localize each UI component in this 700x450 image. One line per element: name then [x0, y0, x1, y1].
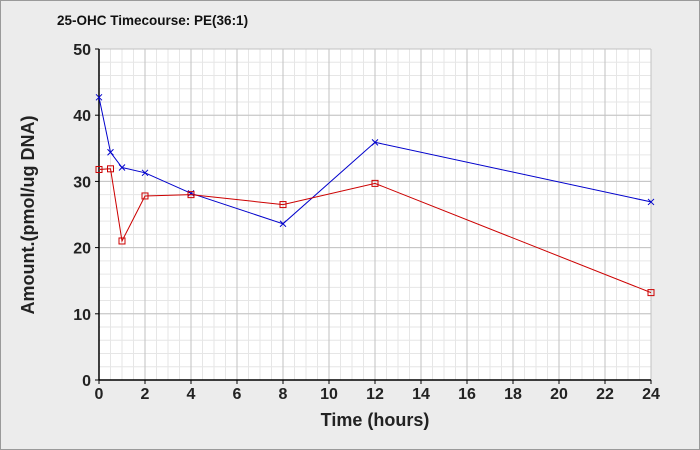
- x-tick-label: 0: [95, 386, 104, 403]
- x-tick-label: 12: [366, 386, 384, 403]
- x-tick-label: 24: [642, 386, 660, 403]
- marker-stroke: [107, 148, 114, 156]
- y-tick-label: 50: [73, 42, 91, 59]
- x-tick-label: 14: [412, 386, 430, 403]
- data-point: [279, 220, 287, 228]
- data-point: [187, 191, 195, 199]
- x-tick-label: 22: [596, 386, 614, 403]
- y-tick-labels: 0 10 20 30 40 50: [73, 42, 99, 390]
- x-tick-label: 18: [504, 386, 522, 403]
- x-axis-label: Time (hours): [321, 410, 430, 430]
- y-tick-label: 10: [73, 307, 91, 324]
- data-point: [141, 192, 149, 200]
- y-tick-label: 30: [73, 174, 91, 191]
- data-point: [118, 164, 126, 171]
- x-tick-label: 8: [279, 386, 288, 403]
- series-2: [95, 165, 655, 297]
- series-line: [98, 168, 652, 294]
- data-point: [371, 138, 379, 146]
- data-point: [279, 201, 287, 209]
- x-tick-label: 10: [320, 386, 338, 403]
- marker-stroke: [279, 220, 287, 228]
- marker-stroke: [95, 93, 103, 101]
- y-tick-label: 40: [73, 108, 91, 125]
- x-tick-labels: 0 2 4 6 8 10 12 14 16 18 20 22 24: [95, 380, 660, 403]
- marker-stroke: [141, 169, 149, 177]
- x-tick-label: 4: [187, 386, 196, 403]
- x-tick-label: 16: [458, 386, 476, 403]
- x-tick-label: 2: [141, 386, 150, 403]
- data-point: [95, 165, 103, 173]
- data-point: [118, 237, 126, 245]
- marker-stroke: [371, 138, 379, 146]
- y-tick-label: 20: [73, 241, 91, 258]
- chart-title: 25-OHC Timecourse: PE(36:1): [57, 13, 248, 28]
- y-tick-label: 0: [82, 373, 91, 390]
- data-point: [95, 93, 103, 101]
- data-point: [107, 165, 114, 173]
- marker-stroke: [118, 164, 126, 171]
- x-tick-label: 20: [550, 386, 568, 403]
- data-point: [371, 179, 379, 187]
- data-point: [107, 148, 114, 156]
- y-axis-label: Amount.(pmol/ug DNA): [18, 116, 38, 315]
- marker-stroke: [647, 198, 655, 206]
- data-point: [647, 198, 655, 206]
- data-point: [647, 289, 655, 297]
- x-tick-label: 6: [233, 386, 242, 403]
- series-layer: [95, 93, 655, 297]
- data-point: [141, 169, 149, 177]
